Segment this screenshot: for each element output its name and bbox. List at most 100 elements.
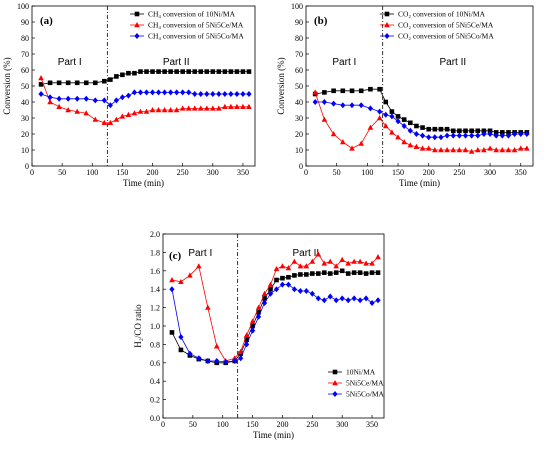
y-tick-label: 40	[295, 98, 303, 107]
data-point	[376, 115, 383, 121]
legend-marker	[384, 11, 390, 17]
data-point	[367, 124, 374, 130]
legend-marker	[332, 369, 338, 375]
data-point	[246, 91, 252, 97]
data-point	[168, 69, 173, 74]
x-tick-label: 350	[515, 168, 527, 177]
data-point	[240, 103, 246, 109]
data-point	[315, 271, 321, 276]
data-point	[56, 80, 62, 86]
data-point	[255, 304, 262, 310]
x-tick-label: 150	[392, 168, 404, 177]
data-point	[333, 270, 339, 275]
data-point	[345, 297, 351, 304]
panel-label: (b)	[314, 15, 328, 27]
data-point	[262, 296, 267, 301]
data-point	[216, 105, 222, 111]
data-point	[297, 263, 304, 269]
data-point	[198, 69, 204, 74]
data-point	[180, 89, 186, 96]
data-point	[432, 147, 438, 153]
data-point	[210, 105, 216, 111]
data-point	[469, 132, 475, 139]
data-point	[280, 275, 285, 281]
data-point	[240, 91, 246, 97]
data-point	[149, 89, 156, 96]
data-point	[186, 89, 192, 96]
x-tick-label: 350	[366, 420, 378, 429]
data-point	[279, 281, 286, 288]
series-1	[312, 86, 530, 135]
x-tick-label: 350	[237, 168, 249, 177]
data-point	[297, 288, 303, 295]
data-point	[144, 69, 149, 74]
y-tick-label: 1.6	[150, 267, 160, 276]
series-1	[38, 69, 252, 87]
data-point	[420, 125, 425, 130]
data-point	[407, 120, 413, 126]
data-point	[210, 69, 216, 74]
y-tick-label: 0.8	[150, 340, 160, 349]
data-point	[321, 297, 327, 304]
data-point	[438, 147, 444, 153]
plot-frame	[305, 5, 534, 167]
data-point	[419, 132, 426, 139]
x-axis-label: Time (min)	[123, 178, 164, 188]
x-tick-label: 0	[161, 420, 165, 429]
data-point	[368, 86, 373, 92]
data-point	[511, 147, 518, 153]
x-tick-label: 300	[207, 168, 219, 177]
data-point	[487, 145, 493, 151]
data-point	[468, 148, 475, 154]
data-point	[74, 108, 81, 114]
data-point	[255, 313, 262, 320]
data-point	[120, 72, 125, 78]
part-ii-label: Part II	[440, 57, 467, 68]
data-point	[331, 88, 336, 94]
data-point	[261, 300, 268, 306]
data-point	[237, 348, 244, 354]
data-point	[191, 105, 198, 111]
y-tick-label: 10	[295, 146, 303, 155]
series-2	[38, 75, 252, 125]
legend-entry: CH₄ conversion of 10Ni/MA	[148, 10, 236, 19]
data-point	[246, 69, 252, 74]
data-point	[303, 263, 310, 269]
y-tick-label: 30	[295, 114, 303, 123]
y-tick-label: 30	[21, 114, 29, 123]
data-point	[349, 88, 355, 94]
part-ii-label: Part II	[292, 248, 319, 259]
data-point	[204, 91, 210, 97]
x-tick-label: 50	[189, 420, 197, 429]
data-point	[339, 268, 345, 274]
data-point	[518, 131, 524, 137]
data-point	[137, 108, 144, 114]
legend-entry: CH₄ conversion of 5Ni5Co/MA	[148, 32, 244, 41]
data-point	[456, 132, 462, 139]
data-point	[321, 116, 328, 122]
y-tick-label: 0	[299, 162, 303, 171]
data-point	[167, 107, 174, 113]
panel-label: (c)	[169, 250, 182, 262]
data-point	[321, 260, 328, 266]
data-point	[173, 107, 180, 113]
data-point	[351, 295, 357, 302]
data-point	[450, 132, 456, 139]
data-point	[143, 108, 150, 114]
data-point	[192, 69, 198, 74]
part-i-label: Part I	[58, 57, 82, 68]
data-point	[267, 281, 274, 287]
data-point	[303, 288, 309, 295]
data-point	[414, 123, 419, 129]
series-3	[169, 281, 381, 365]
data-point	[279, 263, 286, 269]
data-point	[349, 145, 355, 151]
data-point	[298, 272, 303, 277]
data-point	[369, 260, 375, 266]
data-point	[377, 86, 382, 92]
data-point	[125, 111, 132, 117]
data-point	[357, 297, 363, 304]
y-tick-label: 90	[295, 18, 303, 27]
legend: CO₂ conversion of 10Ni/MA CO₂ conversion …	[380, 10, 494, 41]
